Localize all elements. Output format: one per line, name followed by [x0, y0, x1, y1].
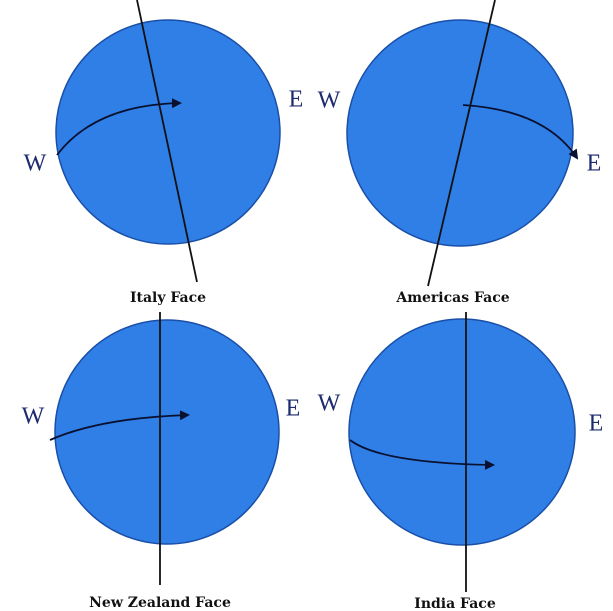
- globe: [55, 320, 279, 544]
- east-label: E: [289, 87, 304, 113]
- caption: India Face: [414, 596, 496, 611]
- globe: [56, 20, 280, 244]
- globe: [349, 319, 575, 545]
- west-label: W: [24, 151, 47, 177]
- east-label: E: [589, 411, 604, 437]
- west-label: W: [318, 391, 341, 417]
- caption: New Zealand Face: [89, 595, 231, 611]
- east-label: E: [587, 151, 602, 177]
- globe: [347, 20, 573, 246]
- panel-americas: W E Americas Face: [318, 0, 602, 306]
- caption: Americas Face: [395, 290, 509, 306]
- panel-india: W E India Face: [318, 312, 604, 611]
- caption: Italy Face: [130, 290, 206, 306]
- west-label: W: [318, 88, 341, 114]
- diagram: W E Italy Face W E Americas Face W E New…: [0, 0, 613, 611]
- west-label: W: [22, 404, 45, 430]
- panel-new-zealand: W E New Zealand Face: [22, 312, 301, 611]
- panel-italy: W E Italy Face: [24, 0, 304, 306]
- east-label: E: [286, 396, 301, 422]
